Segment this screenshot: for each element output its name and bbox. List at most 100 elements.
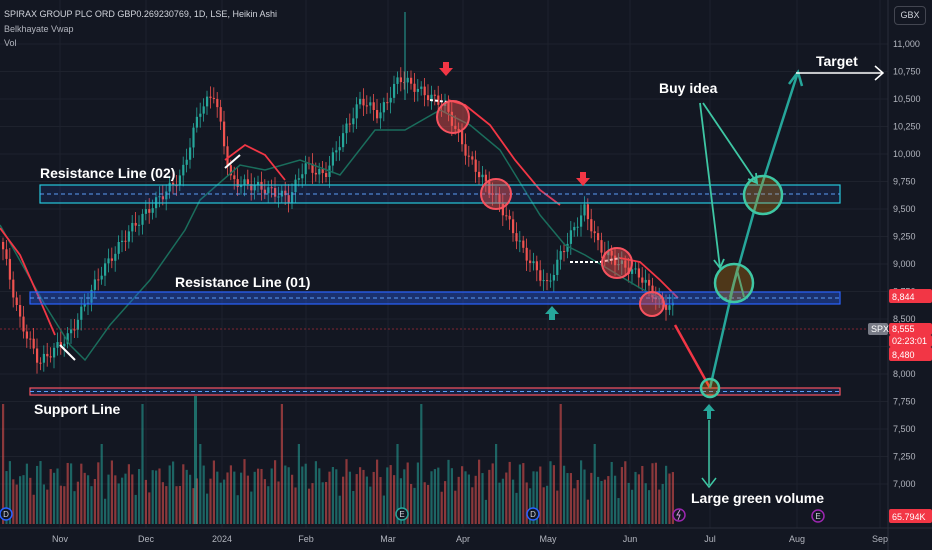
- candle: [410, 70, 413, 90]
- candle: [124, 230, 127, 252]
- candle: [563, 242, 566, 262]
- candle: [114, 246, 117, 272]
- candle: [461, 123, 464, 152]
- volume-bars: [2, 404, 674, 524]
- candle: [352, 107, 355, 133]
- candle: [542, 269, 545, 291]
- candle-body: [206, 96, 209, 107]
- event-marker-label: D: [530, 510, 536, 519]
- candle: [620, 251, 623, 275]
- candle-body: [427, 95, 430, 101]
- vwap-dash-white: [59, 344, 76, 361]
- volume-bar: [161, 482, 164, 524]
- volume-bar: [478, 459, 481, 524]
- volume-bar: [437, 467, 440, 524]
- candle: [359, 91, 362, 109]
- candle-body: [294, 179, 297, 193]
- candle: [53, 342, 56, 369]
- volume-bar: [590, 472, 593, 524]
- candle: [522, 235, 525, 253]
- candle: [93, 270, 96, 298]
- event-marker-label: D: [3, 510, 9, 519]
- volume-bar: [29, 477, 32, 524]
- volume-bar: [175, 486, 178, 524]
- volume-bar: [644, 483, 647, 524]
- candle-body: [175, 185, 178, 187]
- candle: [246, 169, 249, 190]
- volume-bar: [182, 464, 185, 524]
- volume-bar: [318, 468, 321, 524]
- buy-circle: [713, 262, 755, 304]
- candle: [508, 209, 511, 230]
- volume-bar: [100, 444, 103, 524]
- candle: [277, 186, 280, 208]
- candle: [212, 87, 215, 104]
- event-marker-circle: [526, 507, 540, 521]
- sell-circle: [639, 291, 665, 317]
- candle-body: [144, 209, 147, 214]
- candle: [56, 332, 59, 356]
- candle-body: [569, 230, 572, 244]
- volume-bar: [610, 461, 613, 524]
- candle-body: [614, 255, 617, 266]
- volume-bar: [148, 492, 151, 524]
- candle-body: [522, 240, 525, 248]
- volume-bar: [382, 495, 385, 524]
- volume-bar-large: [194, 396, 197, 524]
- volume-bar: [580, 460, 583, 524]
- time-tick-label: Jun: [623, 534, 638, 544]
- candle: [529, 249, 532, 273]
- volume-bar: [624, 461, 627, 524]
- volume-bar: [36, 465, 39, 524]
- candle-body: [338, 147, 341, 151]
- candle-body: [151, 208, 154, 213]
- candle: [478, 160, 481, 185]
- annotation-label: Large green volume: [691, 490, 824, 506]
- volume-bar: [155, 470, 158, 524]
- candle: [294, 174, 297, 204]
- volume-bar: [427, 484, 430, 524]
- candle: [505, 205, 508, 221]
- symbol-title: SPIRAX GROUP PLC ORD GBP0.269230769, 1D,…: [4, 9, 277, 19]
- candle: [348, 113, 351, 133]
- volume-bar: [144, 479, 147, 524]
- candle-body: [131, 222, 134, 232]
- candle-body: [277, 196, 280, 198]
- candle-body: [433, 94, 436, 96]
- indicator-vwap-label[interactable]: Belkhayate Vwap: [4, 24, 74, 34]
- price-tick-label: 9,750: [893, 177, 916, 187]
- candle: [430, 85, 433, 110]
- candle-body: [76, 319, 79, 330]
- candle-body: [22, 316, 25, 332]
- candle-body: [420, 86, 423, 89]
- volume-bar: [284, 465, 287, 524]
- candle-body: [563, 251, 566, 253]
- candle: [287, 184, 290, 213]
- candle-body: [464, 144, 467, 156]
- candle-body: [189, 147, 192, 160]
- volume-bar: [2, 404, 5, 524]
- candle-body: [114, 253, 117, 261]
- candle-body: [376, 110, 379, 119]
- indicator-volume-label[interactable]: Vol: [4, 38, 17, 48]
- candle: [104, 258, 107, 287]
- candle: [15, 291, 18, 312]
- volume-bar: [22, 475, 25, 524]
- currency-button[interactable]: GBX: [894, 6, 926, 25]
- candle-body: [297, 178, 300, 180]
- candle-body: [437, 95, 440, 105]
- candle: [376, 99, 379, 124]
- volume-bar: [87, 475, 90, 524]
- candle-body: [70, 329, 73, 334]
- price-tag-label: 02:23:01: [892, 336, 927, 346]
- candle: [386, 92, 389, 111]
- sell-arrow-icon: [439, 62, 453, 76]
- candle-body: [321, 168, 324, 174]
- candle-body: [607, 250, 610, 256]
- candle-body: [450, 111, 453, 126]
- candle: [515, 222, 518, 250]
- candle: [284, 181, 287, 205]
- candle-body: [471, 156, 474, 160]
- volume-bar: [488, 469, 491, 524]
